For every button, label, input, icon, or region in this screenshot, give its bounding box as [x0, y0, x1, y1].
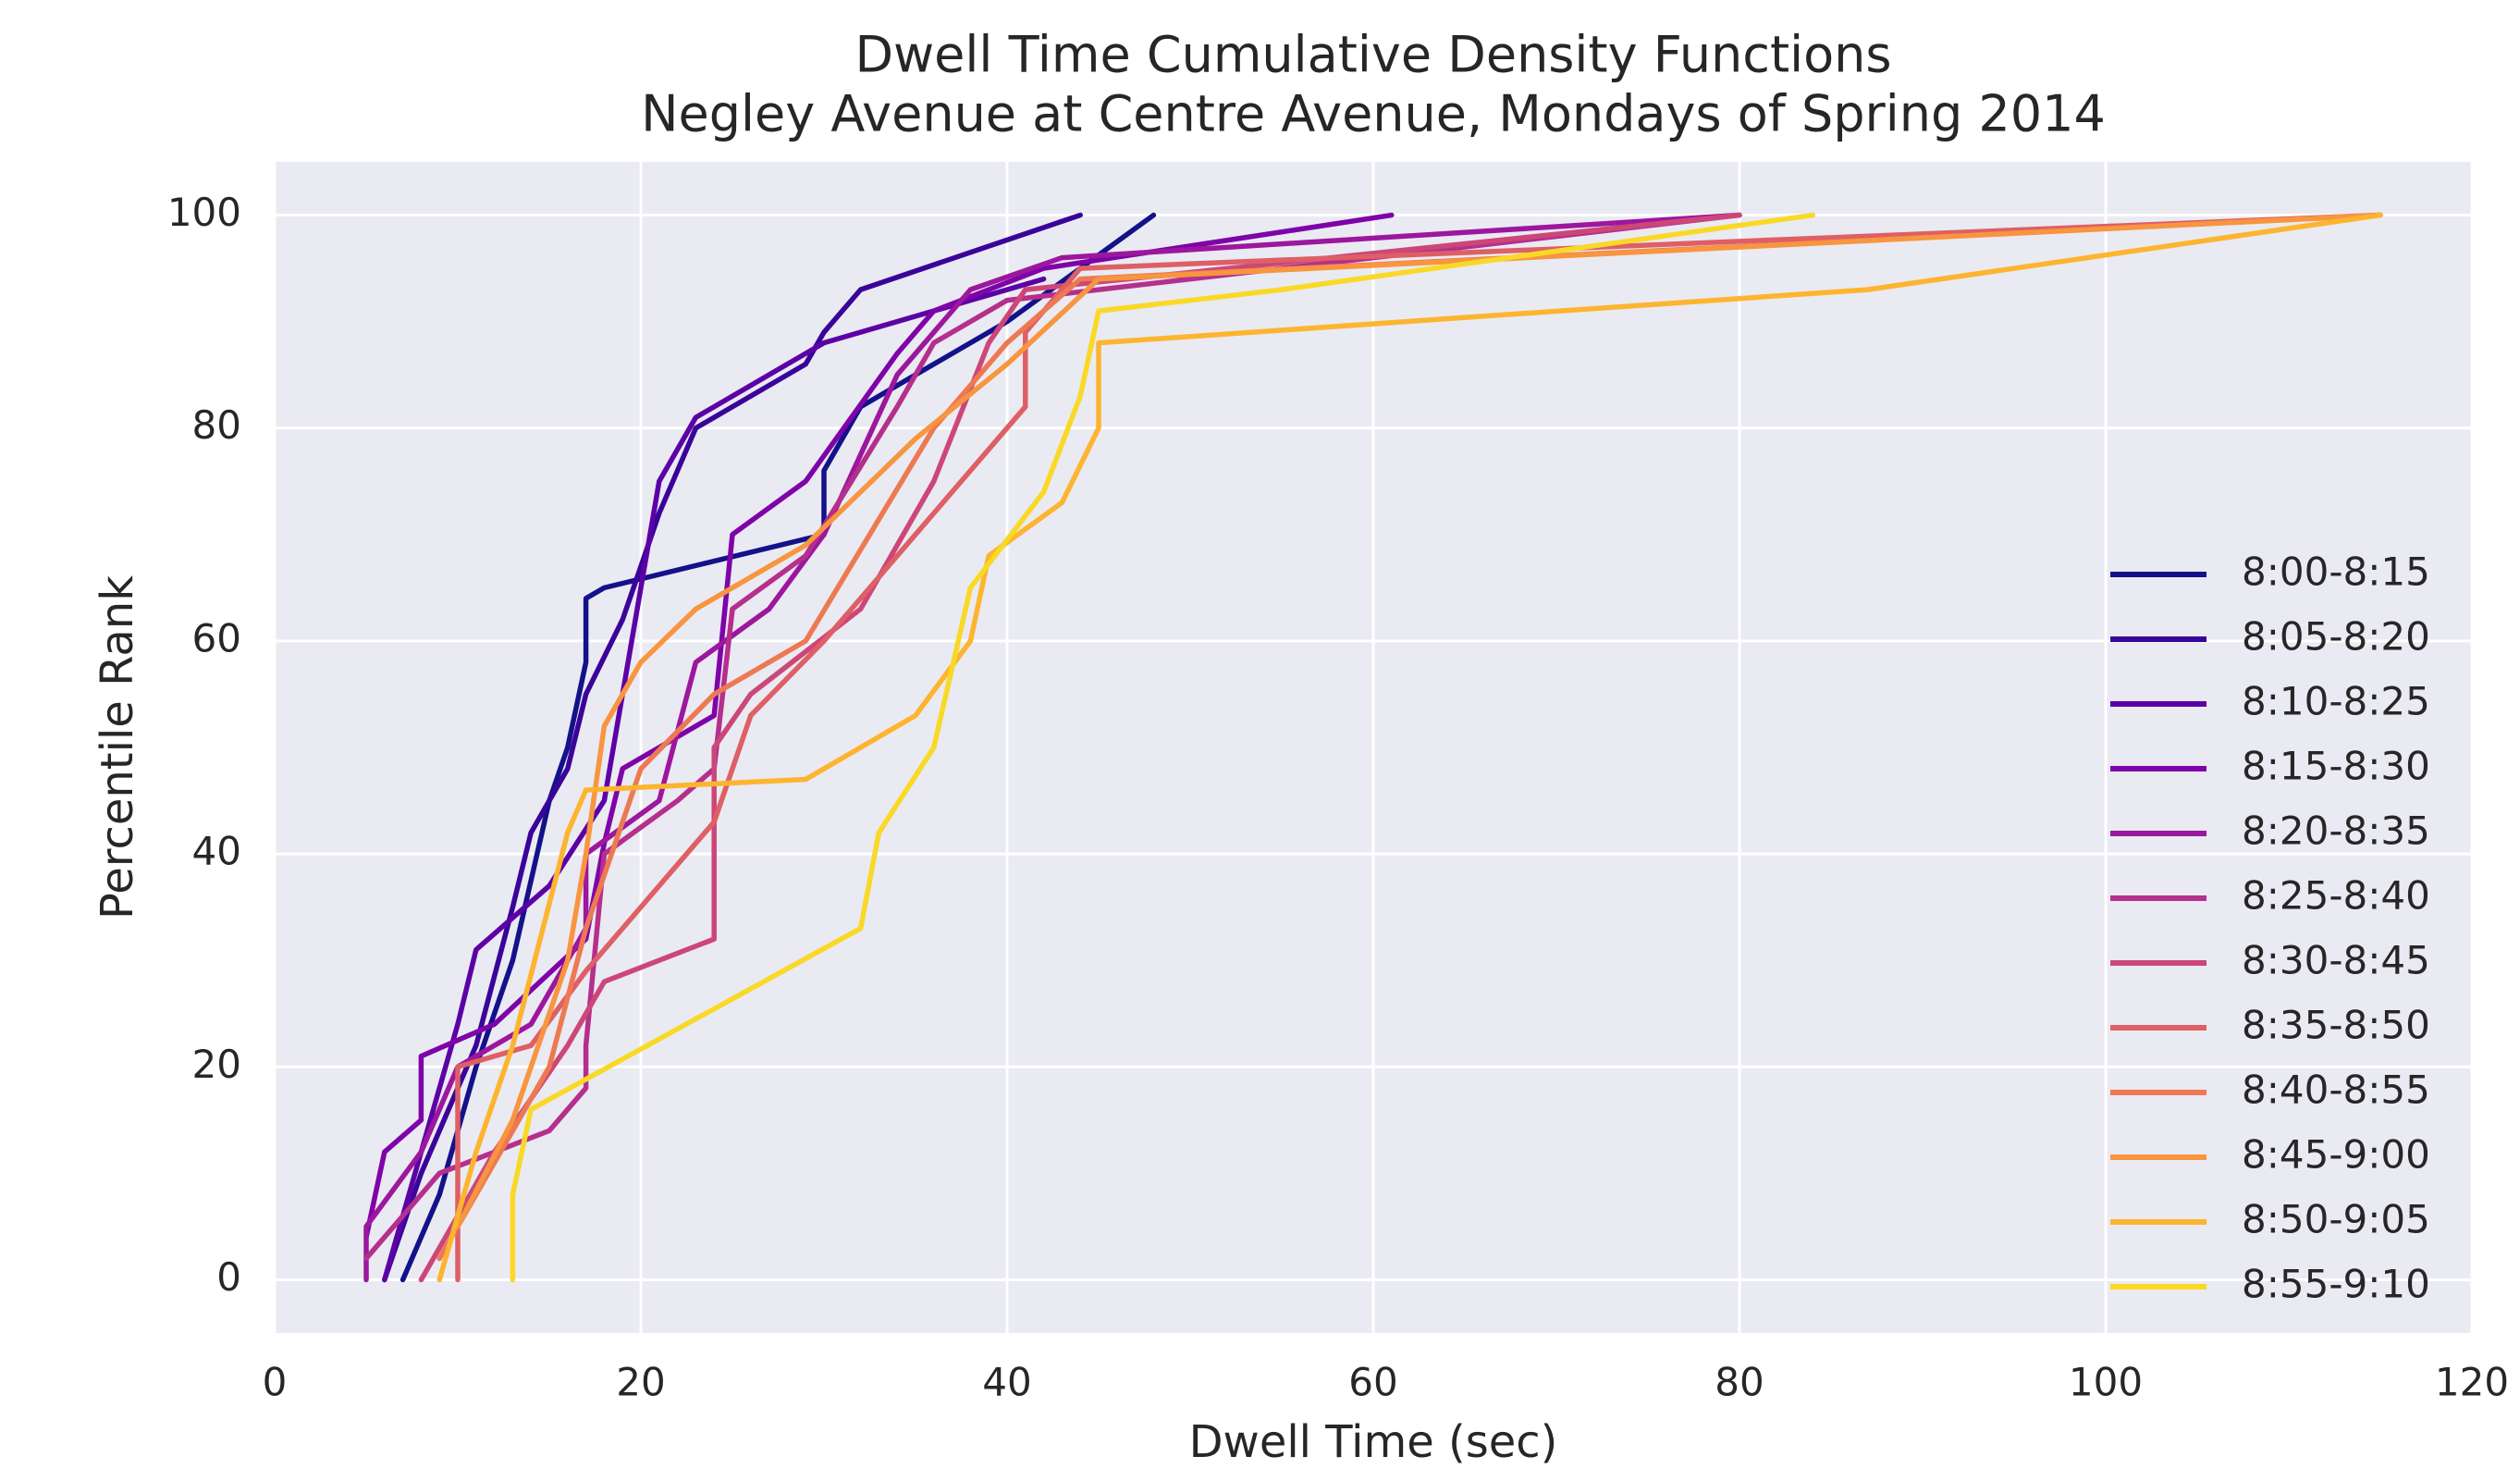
legend-label: 8:30-8:45	[2242, 938, 2430, 983]
y-tick-label: 100	[167, 190, 241, 235]
chart-subtitle: Negley Avenue at Centre Avenue, Mondays …	[641, 85, 2106, 143]
y-tick-label: 60	[192, 615, 241, 660]
legend-label: 8:35-8:50	[2242, 1003, 2430, 1048]
x-tick-label: 120	[2435, 1360, 2509, 1405]
series-line	[436, 212, 2383, 1262]
grid	[273, 162, 2474, 1333]
legend-label: 8:05-8:20	[2242, 614, 2430, 660]
x-tick-label: 100	[2069, 1360, 2143, 1405]
legend-label: 8:20-8:35	[2242, 808, 2430, 854]
y-tick-label: 80	[192, 402, 241, 448]
legend-label: 8:25-8:40	[2242, 873, 2430, 919]
series-line	[436, 212, 2383, 1283]
x-tick-label: 60	[1348, 1360, 1397, 1405]
y-axis-label: Percentile Rank	[92, 575, 143, 919]
series-line	[418, 212, 1742, 1283]
y-tick-label: 0	[216, 1254, 241, 1300]
y-tick-label: 40	[192, 829, 241, 874]
legend-label: 8:15-8:30	[2242, 744, 2430, 789]
series-line	[510, 212, 1815, 1283]
legend-label: 8:55-9:10	[2242, 1262, 2430, 1307]
series-line	[363, 212, 1395, 1240]
legend-label: 8:00-8:15	[2242, 549, 2430, 595]
x-axis-label: Dwell Time (sec)	[1189, 1416, 1558, 1468]
legend-label: 8:40-8:55	[2242, 1068, 2430, 1113]
x-tick-label: 0	[263, 1360, 288, 1405]
x-tick-label: 80	[1715, 1360, 1764, 1405]
y-tick-label: 20	[192, 1042, 241, 1087]
x-tick-label: 40	[982, 1360, 1031, 1405]
legend-label: 8:10-8:25	[2242, 679, 2430, 724]
series-line	[455, 212, 2383, 1229]
chart-title: Dwell Time Cumulative Density Functions	[854, 26, 1891, 84]
series-line	[363, 212, 1742, 1283]
series-line	[382, 212, 1083, 1283]
legend-label: 8:50-9:05	[2242, 1197, 2430, 1242]
legend: 8:00-8:15 8:05-8:20 8:10-8:25 8:15-8:30 8:20…	[2110, 549, 2430, 1307]
lines	[363, 212, 2383, 1283]
x-tick-label: 20	[616, 1360, 665, 1405]
legend-label: 8:45-9:00	[2242, 1132, 2430, 1178]
